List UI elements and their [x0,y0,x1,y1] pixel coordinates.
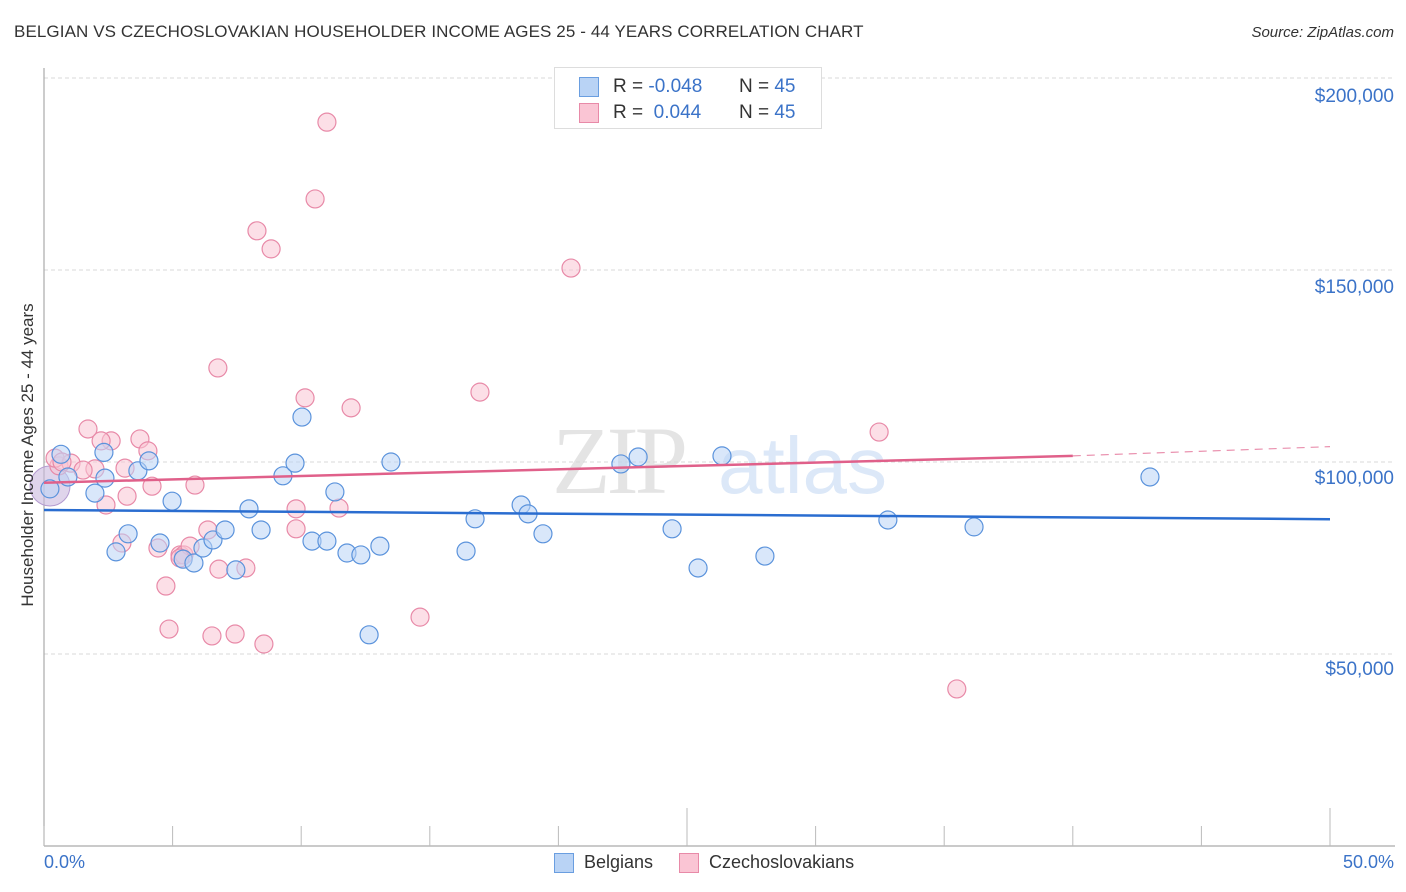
source-label: Source: ZipAtlas.com [1251,24,1394,41]
legend-item-belgians[interactable]: Belgians [554,852,653,873]
data-point [285,453,305,473]
data-point [305,189,325,209]
correlation-legend: R = -0.048 N = 45 R = 0.044 N = 45 [554,67,822,129]
data-point [208,358,228,378]
data-point [150,533,170,553]
legend-row-belgians: R = -0.048 N = 45 [579,75,795,99]
trend-lines [43,446,1331,521]
data-point [964,517,984,537]
y-tick-50000: $50,000 [1325,659,1394,680]
data-point [78,419,98,439]
data-point [869,422,889,442]
belgians-trend-line [43,508,1331,521]
data-point [292,407,312,427]
data-point [184,553,204,573]
belgians-swatch [579,77,599,97]
n-label: N = [738,102,770,123]
data-point [470,382,490,402]
data-point [185,475,205,495]
data-point [106,542,126,562]
data-point [662,519,682,539]
data-point [628,447,648,467]
r-value-belgians: -0.048 [648,76,703,97]
czechoslovakians-trend-extension [1072,446,1331,457]
data-point [712,446,732,466]
data-point [162,491,182,511]
r-value-czechoslovakians: 0.044 [648,102,702,123]
data-point [254,634,274,654]
czechoslovakians-trend-line [43,454,1073,484]
data-point [370,536,390,556]
data-point [247,221,267,241]
data-point [239,499,259,519]
data-point [40,479,60,499]
legend-label-czechoslovakians: Czechoslovakians [709,852,855,872]
data-point [286,519,306,539]
data-point [611,454,631,474]
x-tick-max: 50.0% [1342,852,1394,872]
data-point [410,607,430,627]
data-point [251,520,271,540]
data-point [95,468,115,488]
data-point [139,451,159,471]
data-point [533,524,553,544]
r-label: R = [613,102,644,123]
data-point [156,576,176,596]
y-tick-200000: $200,000 [1314,86,1394,107]
data-point [878,510,898,530]
data-point [286,499,306,519]
data-point [317,112,337,132]
czechoslovakians-swatch [679,852,700,873]
chart-title: BELGIAN VS CZECHOSLOVAKIAN HOUSEHOLDER I… [14,22,864,41]
y-tick-100000: $100,000 [1314,468,1394,489]
data-point [329,498,349,518]
data-point [325,482,345,502]
series-legend: Belgians Czechoslovakians [554,852,880,873]
data-point [1140,467,1160,487]
data-point [94,442,114,462]
data-point [51,444,71,464]
data-point [226,560,246,580]
legend-row-czechoslovakians: R = 0.044 N = 45 [579,101,795,125]
data-point [359,625,379,645]
data-point [688,558,708,578]
data-point [159,619,179,639]
r-label: R = [613,76,644,97]
data-point [755,546,775,566]
data-point [225,624,245,644]
data-point [561,258,581,278]
czechoslovakians-swatch [579,103,599,123]
data-point [456,541,476,561]
data-point [295,388,315,408]
czechoslovakians-points [29,112,967,699]
data-point [341,398,361,418]
n-value-czechoslovakians: 45 [774,102,796,123]
n-label: N = [738,76,770,97]
y-tick-150000: $150,000 [1314,277,1394,298]
data-point [209,559,229,579]
data-point [351,545,371,565]
x-tick-min: 0.0% [44,852,86,872]
belgians-points [40,407,1160,645]
n-value-belgians: 45 [774,76,796,97]
data-point [118,524,138,544]
data-point [117,486,137,506]
data-point [947,679,967,699]
legend-item-czechoslovakians[interactable]: Czechoslovakians [679,852,854,873]
data-point [142,476,162,496]
axes [43,68,1395,847]
belgians-swatch [554,852,574,873]
legend-label-belgians: Belgians [584,852,654,872]
data-point [85,483,105,503]
y-axis-label: Householder Income Ages 25 - 44 years [18,303,37,607]
data-point [261,239,281,259]
data-point [317,531,337,551]
data-point [381,452,401,472]
data-point [202,626,222,646]
data-point [215,520,235,540]
